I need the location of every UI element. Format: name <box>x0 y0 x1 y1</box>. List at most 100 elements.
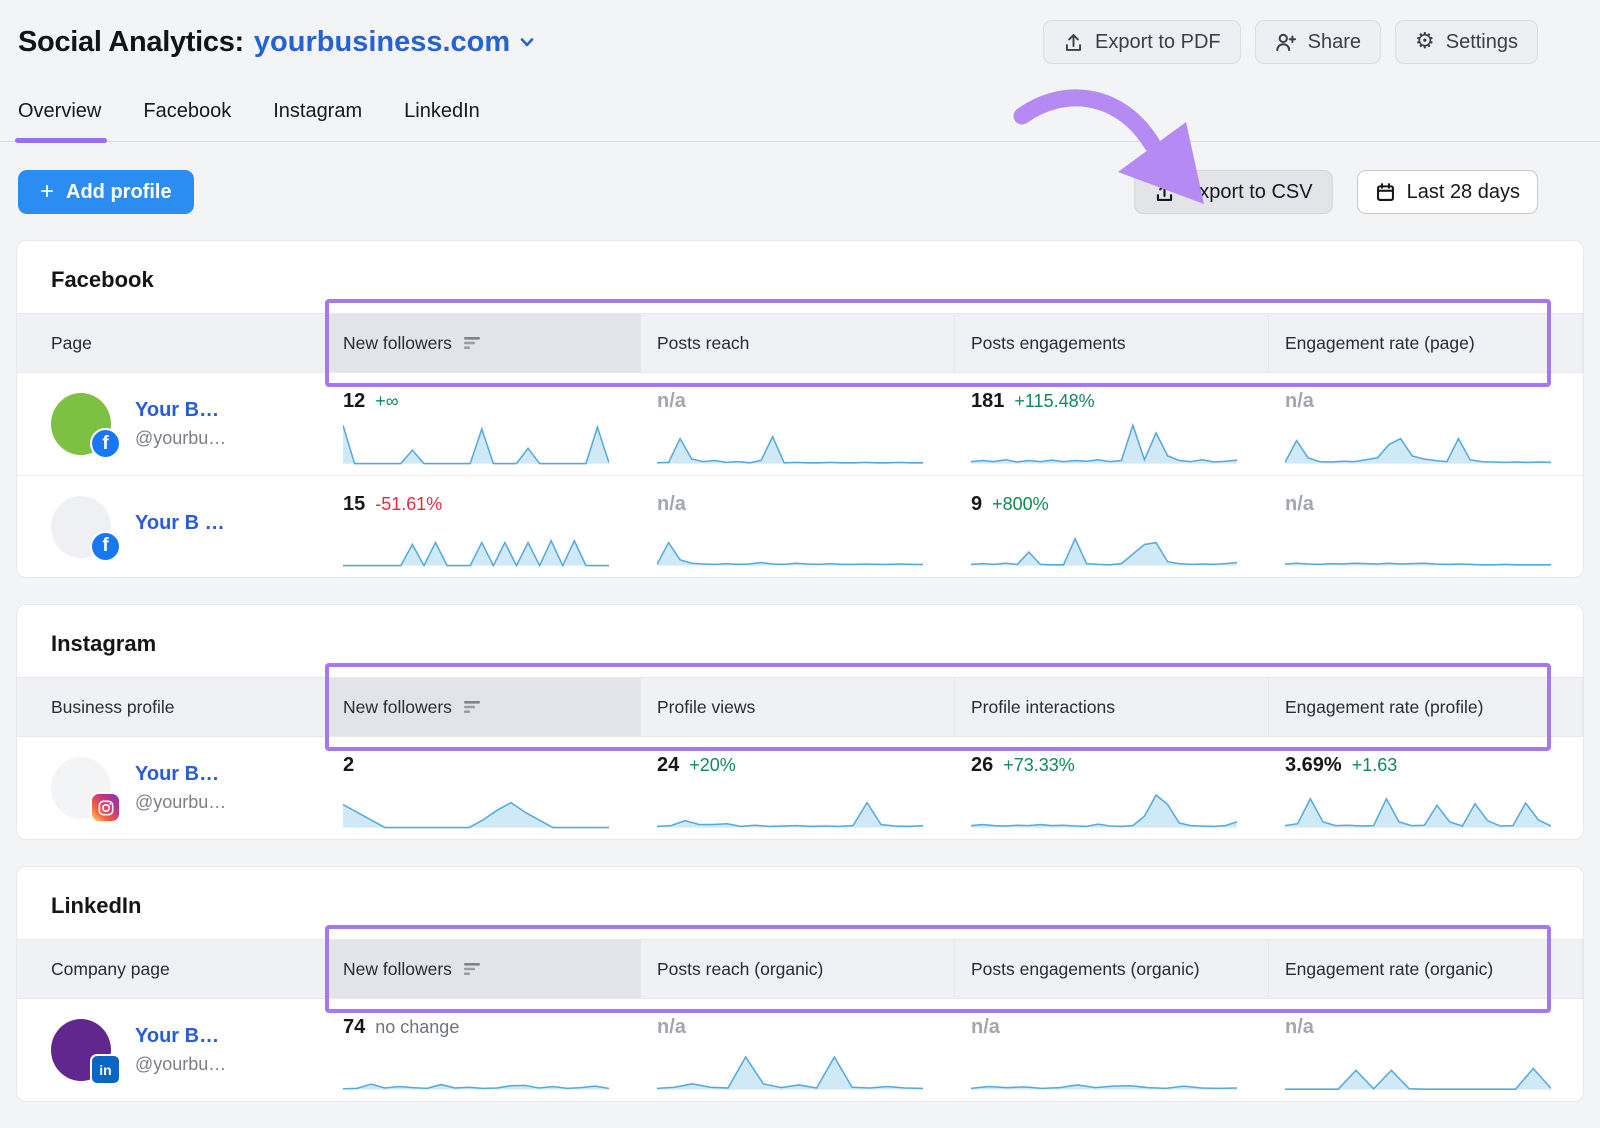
column-header-sortable[interactable]: New followers <box>327 940 641 998</box>
column-header-sortable[interactable]: New followers <box>327 314 641 372</box>
sparkline-chart <box>1285 1067 1551 1090</box>
column-header[interactable]: Engagement rate (profile) <box>1269 678 1583 736</box>
metric-value: 12 <box>343 390 366 412</box>
table-body: f Your B… @yourbu… 12 +∞ n/a 181 +115.48% … <box>17 373 1583 577</box>
profile-row: Your B… @yourbu… 2 24 +20% 26 +73.33% 3.69… <box>17 737 1583 839</box>
toolbar: + Add profile Export to CSV Last 28 days <box>18 170 1538 214</box>
profile-cell: f Your B … <box>17 476 327 577</box>
section-card: Facebook Page New followers Posts reach … <box>16 240 1584 578</box>
section-title: Facebook <box>51 267 154 292</box>
metric-cell: 15 -51.61% <box>327 476 641 577</box>
column-header-entity: Business profile <box>17 678 327 736</box>
column-header[interactable]: Posts reach (organic) <box>641 940 955 998</box>
person-add-icon <box>1275 33 1296 52</box>
sparkline <box>343 780 619 829</box>
profile-cell: Your B… @yourbu… <box>17 737 327 839</box>
metric-delta: +1.63 <box>1351 755 1398 775</box>
metric-value: n/a <box>657 493 686 515</box>
column-header[interactable]: Engagement rate (organic) <box>1269 940 1583 998</box>
metric-value: n/a <box>971 1016 1000 1038</box>
tab-linkedin[interactable]: LinkedIn <box>404 100 480 122</box>
table-header-row: Business profile New followers Profile v… <box>17 663 1583 751</box>
metric-cell: 26 +73.33% <box>955 737 1269 839</box>
export-pdf-button[interactable]: Export to PDF <box>1043 20 1241 64</box>
metric-cell: 74 no change <box>327 999 641 1101</box>
metric-value: 181 <box>971 390 1005 412</box>
page-title: Social Analytics: <box>18 25 244 58</box>
profile-name-link[interactable]: Your B … <box>135 512 225 534</box>
section-card: LinkedIn Company page New followers Post… <box>16 866 1584 1102</box>
section-card: Instagram Business profile New followers… <box>16 604 1584 840</box>
column-header[interactable]: Engagement rate (page) <box>1269 314 1583 372</box>
metric-value: n/a <box>1285 1016 1314 1038</box>
sparkline <box>343 1042 619 1091</box>
sparkline-chart <box>1285 797 1551 828</box>
sparkline-chart <box>343 538 609 567</box>
column-header[interactable]: Profile interactions <box>955 678 1269 736</box>
metric-cell: 2 <box>327 737 641 839</box>
sparkline-chart <box>343 1083 609 1090</box>
date-range-button[interactable]: Last 28 days <box>1356 170 1538 214</box>
column-header-entity: Company page <box>17 940 327 998</box>
sparkline-chart <box>343 801 609 829</box>
metric-cell: n/a <box>641 999 955 1101</box>
tab-instagram[interactable]: Instagram <box>273 100 363 122</box>
metric-delta: +∞ <box>375 391 399 411</box>
add-profile-button[interactable]: + Add profile <box>18 170 194 214</box>
sparkline <box>657 780 933 829</box>
export-pdf-label: Export to PDF <box>1095 30 1221 53</box>
tab-bar: Overview Facebook Instagram LinkedIn <box>0 100 1600 143</box>
sparkline-chart <box>343 424 609 465</box>
sparkline <box>343 519 619 567</box>
share-label: Share <box>1307 30 1361 53</box>
sparkline <box>971 519 1247 567</box>
column-header[interactable]: Posts engagements <box>955 314 1269 372</box>
sparkline <box>1285 1042 1561 1091</box>
profile-name-link[interactable]: Your B… <box>135 1025 220 1047</box>
metric-cell: 3.69% +1.63 <box>1269 737 1583 839</box>
sort-descending-icon <box>463 700 481 714</box>
metric-delta: +73.33% <box>1003 755 1075 775</box>
metric-value: n/a <box>1285 390 1314 412</box>
metric-cell: n/a <box>641 373 955 475</box>
avatar-wrap: f <box>51 393 119 457</box>
metric-value: n/a <box>1285 493 1314 515</box>
column-header[interactable]: Profile views <box>641 678 955 736</box>
metric-delta: no change <box>375 1017 460 1037</box>
settings-button[interactable]: ⚙ Settings <box>1395 20 1538 64</box>
section-title: LinkedIn <box>51 893 142 918</box>
column-header[interactable]: Posts reach <box>641 314 955 372</box>
profile-name-link[interactable]: Your B… <box>135 399 220 421</box>
upload-icon <box>1156 183 1172 201</box>
calendar-icon <box>1376 182 1394 201</box>
profile-name-link[interactable]: Your B… <box>135 763 220 785</box>
metric-value: 3.69% <box>1285 754 1342 776</box>
share-button[interactable]: Share <box>1254 20 1381 64</box>
export-csv-button[interactable]: Export to CSV <box>1133 170 1333 214</box>
sparkline-chart <box>657 541 923 566</box>
sparkline <box>971 780 1247 829</box>
column-header[interactable]: Posts engagements (organic) <box>955 940 1269 998</box>
metric-cell: 181 +115.48% <box>955 373 1269 475</box>
sparkline-chart <box>1285 437 1551 464</box>
table-header-row: Page New followers Posts reach Posts eng… <box>17 299 1583 387</box>
analytics-sections: Facebook Page New followers Posts reach … <box>0 240 1600 1102</box>
tab-overview[interactable]: Overview <box>14 100 108 143</box>
column-header-entity: Page <box>17 314 327 372</box>
profile-cell: in Your B… @yourbu… <box>17 999 327 1101</box>
sparkline-chart <box>657 1055 923 1090</box>
linkedin-badge-icon: in <box>92 1056 119 1083</box>
tab-facebook[interactable]: Facebook <box>143 100 232 122</box>
profile-row: f Your B … 15 -51.61% n/a 9 +800% n/a <box>17 475 1583 577</box>
metric-cell: n/a <box>641 476 955 577</box>
metric-delta: -51.61% <box>375 494 443 514</box>
metric-cell: n/a <box>955 999 1269 1101</box>
project-selector[interactable]: yourbusiness.com <box>254 26 536 59</box>
sort-descending-icon <box>463 336 481 350</box>
column-header-sortable[interactable]: New followers <box>327 678 641 736</box>
sparkline <box>1285 519 1561 567</box>
section-title: Instagram <box>51 631 157 656</box>
sparkline-chart <box>971 422 1237 464</box>
avatar-wrap: in <box>51 1019 119 1083</box>
metric-value: 26 <box>971 754 994 776</box>
